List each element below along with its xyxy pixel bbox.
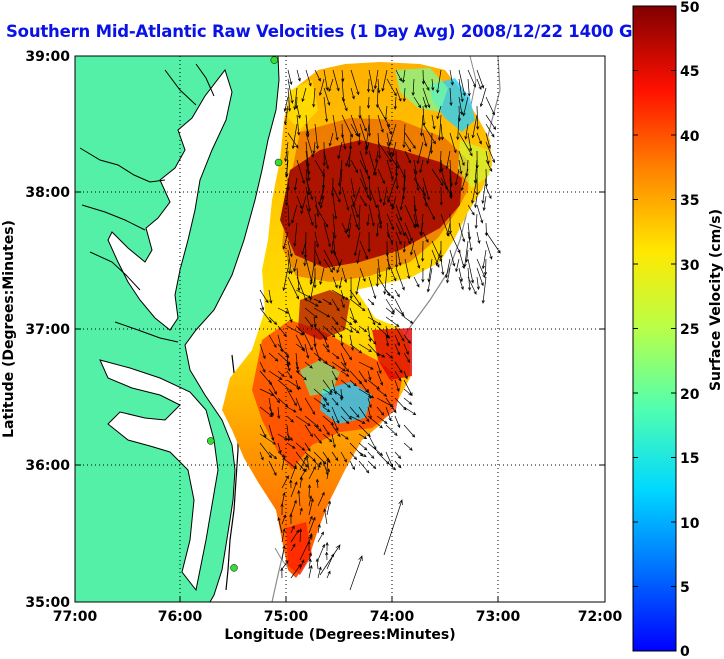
- colorbar-tick-label: 25: [680, 322, 699, 338]
- colorbar-tick-label: 5: [680, 580, 690, 596]
- lat-tick-label: 39:00: [25, 49, 70, 65]
- colorbar-tick-label: 20: [680, 387, 700, 403]
- lon-tick-label: 76:00: [158, 609, 203, 625]
- colorbar-tick-label: 35: [680, 193, 699, 209]
- lon-tick-label: 72:00: [578, 609, 623, 625]
- velocity-arrows: [259, 69, 501, 591]
- colorbar-tick-label: 15: [680, 451, 699, 467]
- colorbar-tick-label: 10: [680, 516, 700, 532]
- station-marker: [230, 564, 238, 572]
- x-axis-label: Longitude (Degrees:Minutes): [224, 627, 455, 643]
- lon-tick-label: 77:00: [53, 609, 98, 625]
- lat-tick-label: 37:00: [25, 322, 70, 338]
- river-1: [79, 147, 166, 291]
- radar-stations: [206, 56, 283, 572]
- low-velocity-patch-south: [320, 382, 372, 424]
- colorbar-tick-label: 0: [680, 644, 690, 659]
- tick-marks: [75, 191, 605, 602]
- chesapeake-bay: [107, 68, 233, 331]
- river-2: [114, 63, 215, 343]
- y-axis-label: Latitude (Degrees:Minutes): [1, 220, 17, 438]
- velocity-field: [222, 62, 501, 591]
- colorbar-label: Surface Velocity (cm/s): [708, 209, 724, 391]
- map-title: Southern Mid-Atlantic Raw Velocities (1 …: [6, 22, 660, 41]
- pamlico-sound: [99, 359, 219, 592]
- lat-tick-label: 35:00: [25, 595, 70, 611]
- colorbar-ticks: [633, 5, 676, 652]
- high-velocity-core: [280, 140, 462, 268]
- lat-tick-label: 36:00: [25, 458, 70, 474]
- station-marker: [274, 158, 283, 167]
- grid-lines: [75, 56, 605, 602]
- station-marker: [270, 56, 279, 64]
- lon-tick-label: 75:00: [264, 609, 309, 625]
- colorbar: [632, 5, 677, 652]
- lon-tick-label: 73:00: [476, 609, 521, 625]
- lon-tick-label: 74:00: [370, 609, 415, 625]
- colorbar-tick-label: 30: [680, 258, 700, 274]
- colorbar-tick-label: 40: [680, 129, 700, 145]
- colorbar-tick-label: 50: [680, 0, 700, 16]
- colorbar-tick-label: 45: [680, 64, 699, 80]
- station-marker: [206, 437, 215, 445]
- lat-tick-label: 38:00: [25, 185, 70, 201]
